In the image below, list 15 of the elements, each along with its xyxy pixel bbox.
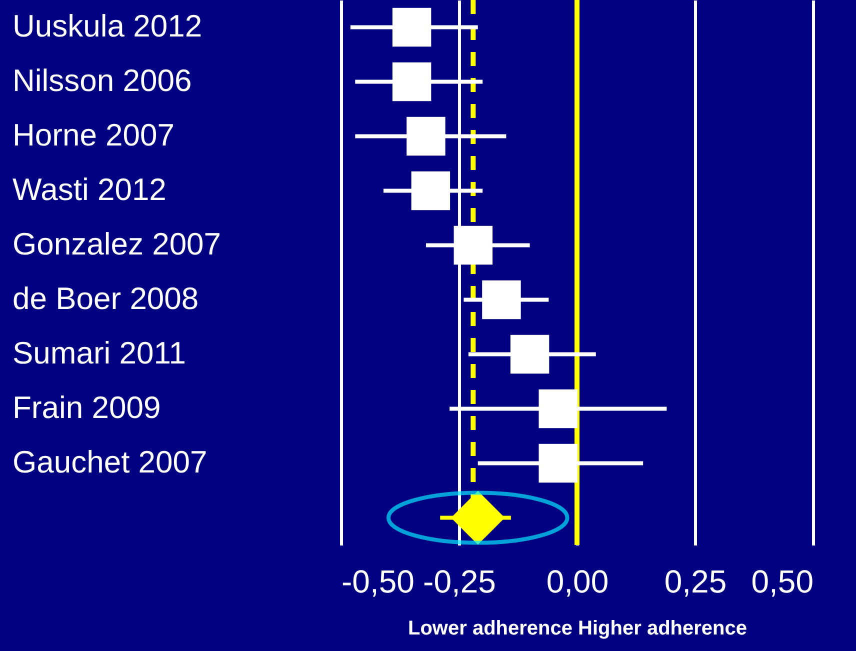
y-tick-label: Frain 2009 <box>12 390 161 425</box>
x-tick-label: -0,50 <box>342 564 414 600</box>
y-tick-label: Sumari 2011 <box>12 335 186 370</box>
y-tick-label: Horne 2007 <box>12 117 175 152</box>
x-tick-label: 0,25 <box>664 564 727 600</box>
y-tick-label: Wasti 2012 <box>12 172 166 207</box>
x-tick-label: 0,50 <box>751 564 814 600</box>
x-axis-title: Lower adherence Higher adherence <box>408 618 748 640</box>
y-tick-label: Nilsson 2006 <box>12 62 192 98</box>
y-tick-label: de Boer 2008 <box>12 280 199 316</box>
y-tick-label: Gonzalez 2007 <box>12 226 222 262</box>
y-tick-label: Gauchet 2007 <box>12 444 208 480</box>
y-tick-label: Uuskula 2012 <box>12 8 202 44</box>
x-tick-label: 0,00 <box>546 564 609 600</box>
x-tick-label: -0,25 <box>423 564 496 600</box>
